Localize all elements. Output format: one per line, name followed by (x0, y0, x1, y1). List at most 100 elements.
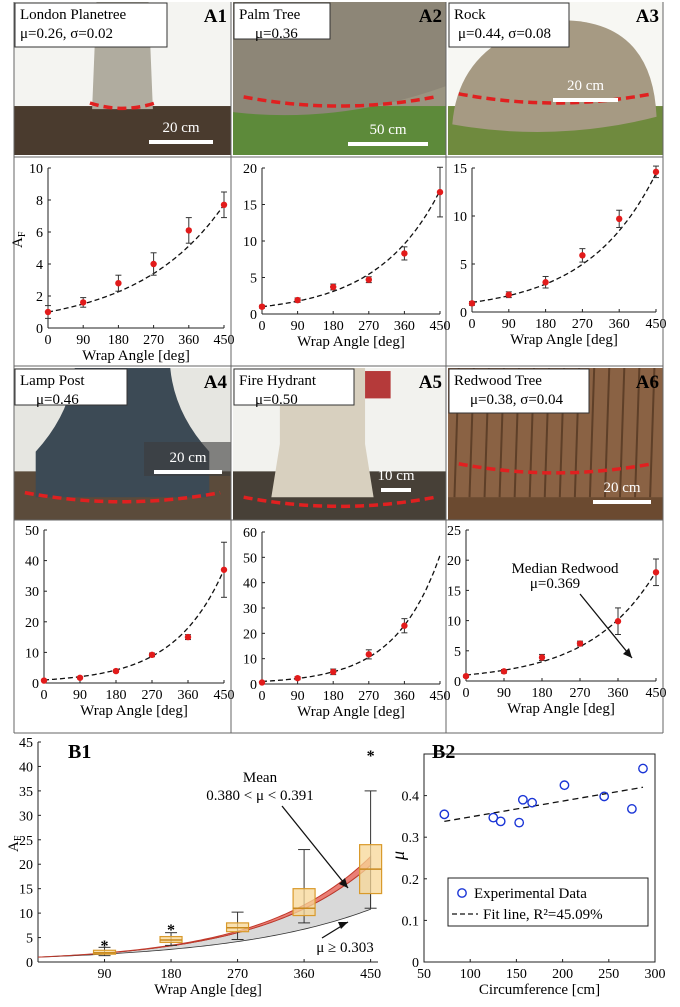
x-tick-label: 90 (291, 319, 305, 334)
x-tick-label: 270 (227, 967, 248, 982)
photo-object (452, 20, 657, 132)
y-tick-label: 15 (243, 199, 257, 214)
y-tick-label: 0.3 (402, 831, 420, 846)
mean-annotation-title: Mean (243, 770, 278, 786)
photo-redwood-tree: Redwood Tree μ=0.38, σ=0.04 A6 20 cm (448, 368, 663, 520)
plot-A3: 0 90 180 270 360 450 0 5 10 15 Wrap Angle [deg] (453, 162, 667, 348)
photo-title: Redwood Tree (454, 373, 542, 389)
y-tick-label: 20 (447, 554, 461, 569)
data-point (115, 280, 122, 287)
outlier-marker: * (101, 938, 109, 955)
x-tick-label: 180 (108, 333, 129, 348)
panel-id: A6 (636, 372, 659, 393)
x-axis-label: Wrap Angle [deg] (297, 334, 405, 350)
y-tick-label: 2 (36, 290, 43, 305)
data-point (627, 804, 637, 814)
data-point (436, 188, 444, 196)
box (292, 888, 316, 917)
x-tick-label: 0 (259, 319, 266, 334)
data-point (184, 633, 192, 641)
y-tick-label: 4 (36, 258, 43, 273)
x-tick-label: 450 (214, 333, 235, 348)
data-point (599, 791, 610, 802)
data-point (542, 279, 549, 286)
panel-id: A2 (419, 6, 442, 27)
fit-line (444, 786, 644, 823)
data-point (330, 283, 337, 291)
scale-bar (553, 98, 618, 102)
x-tick-label: 450 (360, 967, 381, 982)
data-point (559, 780, 570, 791)
scale-label: 20 cm (603, 480, 640, 496)
x-tick-label: 450 (646, 686, 667, 701)
legend-marker (457, 888, 467, 898)
scale-label: 20 cm (567, 78, 604, 94)
x-tick-label: 360 (294, 967, 315, 982)
photo-canvas: Lamp Post μ=0.46 A4 20 cm (14, 368, 231, 520)
fit-curve (47, 204, 225, 313)
data-point (579, 252, 586, 259)
y-tick-label: 60 (243, 526, 257, 541)
y-tick-label: 0 (26, 956, 33, 971)
data-point (495, 816, 506, 827)
contact-line (89, 101, 156, 111)
fit-curve (261, 190, 441, 308)
data-point (112, 667, 120, 675)
data-point (576, 640, 584, 647)
data-point (652, 168, 660, 176)
y-tick-label: 10 (243, 653, 257, 668)
data-point (401, 250, 408, 257)
y-tick-label: 5 (460, 258, 467, 273)
panel-id: A3 (636, 6, 659, 27)
data-point (638, 763, 648, 774)
x-axis-label: Circumference [cm] (479, 982, 600, 998)
fit-curve (261, 555, 441, 683)
y-tick-label: 10 (25, 646, 39, 661)
photo-fire-hydrant: Fire Hydrant μ=0.50 A5 10 cm (233, 368, 446, 520)
axes-box (423, 753, 656, 963)
x-tick-label: 50 (417, 967, 431, 982)
data-point (468, 300, 476, 307)
data-point (365, 276, 372, 283)
x-tick-label: 270 (143, 333, 164, 348)
photo-palm-tree: Palm Tree μ=0.36 A2 50 cm (233, 2, 446, 155)
y-tick-label: 35 (19, 785, 33, 800)
x-tick-label: 270 (570, 686, 591, 701)
data-point (527, 797, 538, 808)
y-tick-label: 30 (243, 602, 257, 617)
y-tick-label: 20 (243, 162, 257, 177)
y-tick-label: 10 (19, 907, 33, 922)
plot-A2: 0 90 180 270 360 450 0 5 10 15 20 Wrap Angle [deg] (243, 162, 451, 350)
photo-params: μ=0.26, σ=0.02 (20, 26, 113, 42)
data-point (365, 651, 372, 658)
y-tick-label: 0 (36, 322, 43, 337)
photo-title: Lamp Post (20, 373, 85, 389)
x-tick-label: 150 (506, 967, 527, 982)
y-tick-label: 20 (19, 858, 33, 873)
data-point (44, 308, 52, 316)
y-tick-label: 10 (29, 162, 43, 177)
y-tick-label: 40 (25, 555, 39, 570)
y-tick-label: 20 (243, 627, 257, 642)
y-tick-label: 5 (26, 932, 33, 947)
photo-rock: Rock μ=0.44, σ=0.08 A3 20 cm (448, 2, 663, 155)
y-axis-label: AF (10, 231, 28, 248)
y-tick-label: 0 (454, 675, 461, 690)
scale-bar (149, 140, 213, 144)
data-point (517, 794, 528, 805)
y-tick-label: 40 (19, 760, 33, 775)
x-tick-label: 0 (41, 688, 48, 703)
x-tick-label: 0 (45, 333, 52, 348)
y-tick-label: 10 (453, 210, 467, 225)
x-tick-label: 360 (394, 319, 415, 334)
scale-bar (348, 142, 428, 146)
x-tick-label: 100 (460, 967, 481, 982)
contact-line (458, 462, 653, 475)
photo-title-box (233, 2, 331, 40)
y-tick-label: 5 (250, 272, 257, 287)
x-tick-label: 450 (646, 317, 667, 332)
data-point (616, 215, 623, 223)
plot-B1: 90 180 270 360 450 0 5 10 15 20 25 30 35 40 45 * * * Wrap … (6, 736, 383, 998)
y-tick-label: 50 (243, 551, 257, 566)
data-point (500, 668, 508, 675)
